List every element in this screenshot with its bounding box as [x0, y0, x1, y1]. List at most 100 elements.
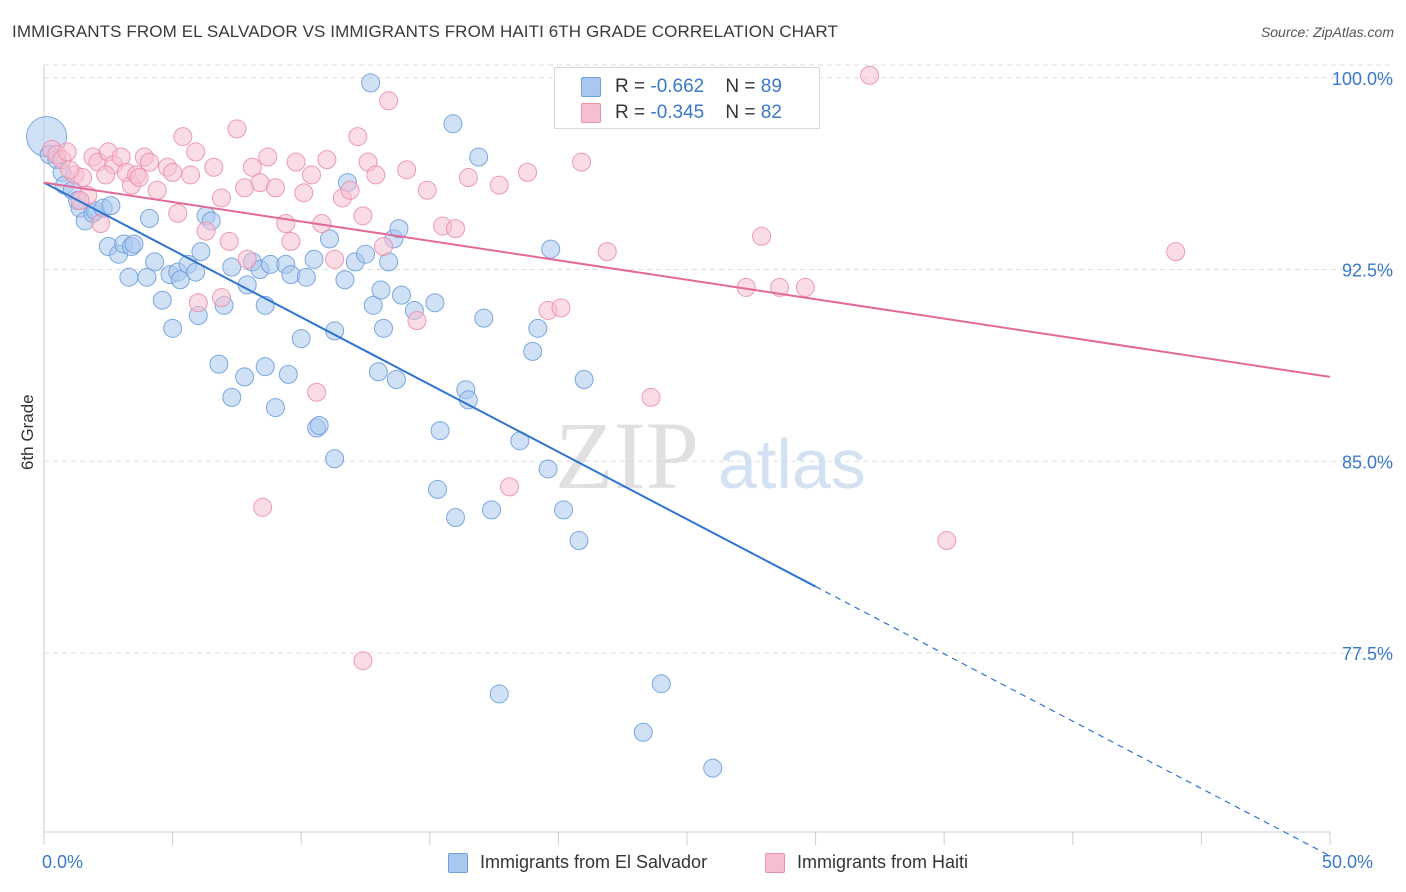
point-el-salvador: [633, 722, 653, 742]
swatch-haiti: [581, 103, 601, 123]
point-el-salvador: [319, 229, 339, 249]
point-haiti: [265, 178, 285, 198]
point-el-salvador: [425, 293, 445, 313]
point-el-salvador: [371, 280, 391, 300]
point-haiti: [91, 214, 111, 234]
point-haiti: [770, 277, 790, 297]
point-el-salvador: [528, 318, 548, 338]
r-label: R =: [615, 102, 651, 123]
y-tick-label: 77.5%: [1342, 644, 1393, 664]
point-haiti: [397, 160, 417, 180]
point-el-salvador: [209, 354, 229, 374]
watermark-atlas: atlas: [718, 425, 866, 503]
point-el-salvador: [482, 500, 502, 520]
point-el-salvador: [458, 390, 478, 410]
point-haiti: [219, 231, 239, 251]
point-haiti: [489, 175, 509, 195]
point-el-salvador: [541, 239, 561, 259]
point-haiti: [353, 206, 373, 226]
swatch-el-salvador: [581, 77, 601, 97]
point-haiti: [348, 127, 368, 147]
point-el-salvador: [265, 398, 285, 418]
point-haiti: [96, 165, 116, 185]
point-haiti: [1166, 242, 1186, 262]
point-haiti: [937, 531, 957, 551]
n-value: 89: [760, 76, 782, 97]
point-haiti: [446, 219, 466, 239]
point-el-salvador: [361, 73, 381, 93]
point-el-salvador: [363, 295, 383, 315]
point-el-salvador: [368, 362, 388, 382]
point-el-salvador: [222, 387, 242, 407]
point-haiti: [196, 221, 216, 241]
point-haiti: [204, 157, 224, 177]
point-el-salvador: [574, 369, 594, 389]
point-haiti: [353, 651, 373, 671]
point-el-salvador: [152, 290, 172, 310]
point-el-salvador: [430, 421, 450, 441]
point-haiti: [129, 167, 149, 187]
trend-extension-el-salvador: [815, 586, 1331, 857]
point-el-salvador: [469, 147, 489, 167]
point-haiti: [572, 152, 592, 172]
point-haiti: [374, 237, 394, 257]
point-el-salvador: [255, 357, 275, 377]
point-haiti: [60, 160, 80, 180]
point-haiti: [340, 180, 360, 200]
trend-layer: [43, 181, 1331, 857]
n-value: 82: [760, 102, 782, 123]
point-haiti: [795, 277, 815, 297]
point-haiti: [458, 167, 478, 187]
point-el-salvador: [278, 364, 298, 384]
point-haiti: [417, 180, 437, 200]
point-el-salvador: [703, 758, 723, 778]
point-haiti: [227, 119, 247, 139]
point-haiti: [163, 162, 183, 182]
y-tick-labels: 100.0% 92.5% 85.0% 77.5%: [1332, 69, 1393, 664]
point-el-salvador: [554, 500, 574, 520]
axes-layer: [43, 65, 1331, 845]
point-el-salvador: [489, 684, 509, 704]
point-el-salvador: [392, 285, 412, 305]
point-haiti: [253, 497, 273, 517]
trend-line-el-salvador: [43, 181, 817, 588]
point-el-salvador: [428, 479, 448, 499]
y-tick-label: 85.0%: [1342, 452, 1393, 472]
point-haiti: [294, 183, 314, 203]
point-haiti: [168, 203, 188, 223]
point-haiti: [500, 477, 520, 497]
point-el-salvador: [137, 267, 157, 287]
point-el-salvador: [191, 242, 211, 262]
point-haiti: [641, 387, 661, 407]
point-el-salvador: [523, 341, 543, 361]
point-haiti: [317, 150, 337, 170]
legend-swatch-pink: [765, 853, 785, 873]
point-el-salvador: [235, 367, 255, 387]
legend-label: Immigrants from El Salvador: [480, 852, 708, 872]
point-haiti: [551, 298, 571, 318]
y-tick-label: 92.5%: [1342, 261, 1393, 281]
point-el-salvador: [145, 252, 165, 272]
point-haiti: [307, 382, 327, 402]
source-credit: Source: ZipAtlas.com: [1260, 24, 1394, 40]
points-layer: [26, 65, 1186, 778]
point-haiti: [281, 231, 301, 251]
point-haiti: [258, 147, 278, 167]
r-label: R =: [615, 76, 651, 97]
point-el-salvador: [446, 508, 466, 528]
r-value: -0.662: [650, 76, 705, 97]
point-haiti: [147, 180, 167, 200]
point-el-salvador: [335, 270, 355, 290]
point-haiti: [139, 152, 159, 172]
point-el-salvador: [163, 318, 183, 338]
chart-title: IMMIGRANTS FROM EL SALVADOR VS IMMIGRANT…: [12, 22, 838, 41]
point-haiti: [286, 152, 306, 172]
point-el-salvador: [309, 415, 329, 435]
point-haiti: [211, 188, 231, 208]
point-haiti: [407, 311, 427, 331]
point-el-salvador: [325, 449, 345, 469]
watermark: ZIP: [555, 402, 699, 509]
point-el-salvador: [386, 369, 406, 389]
point-haiti: [379, 91, 399, 111]
point-el-salvador: [651, 674, 671, 694]
